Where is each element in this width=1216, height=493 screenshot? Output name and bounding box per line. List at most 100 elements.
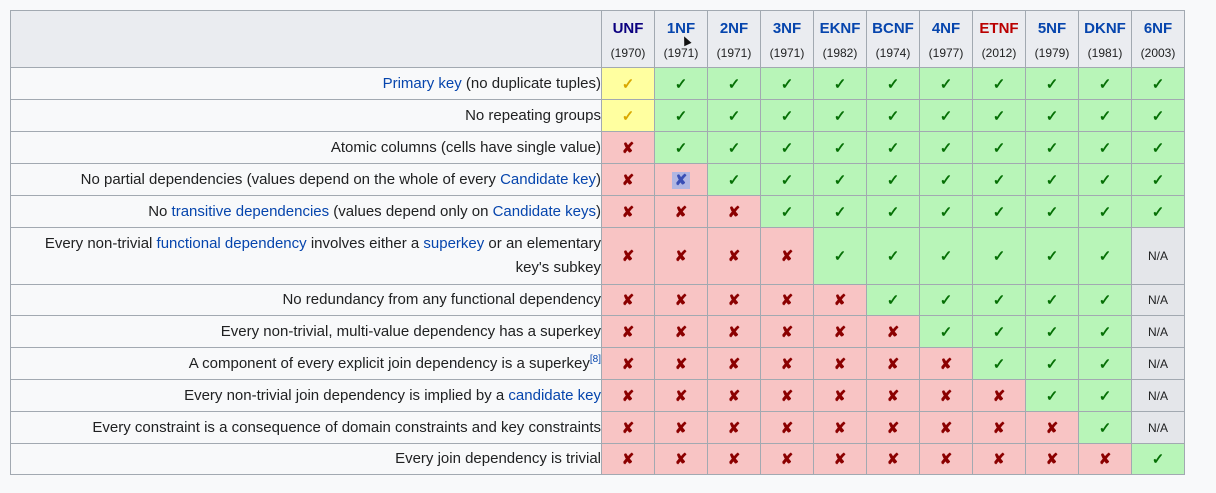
normal-form-link[interactable]: 5NF (1037, 20, 1067, 37)
cell-check-icon: ✓ (866, 284, 920, 316)
normal-form-link[interactable]: 4NF (931, 20, 961, 37)
cell-check-icon: ✓ (866, 67, 920, 100)
cross-icon: ✘ (727, 419, 741, 437)
check-icon: ✓ (1098, 323, 1112, 341)
check-icon: ✓ (1045, 139, 1059, 157)
normal-form-link[interactable]: ETNF (979, 20, 1019, 37)
cell-check-icon: ✓ (972, 315, 1026, 348)
cell-cross-icon: ✘ (601, 443, 655, 475)
check-icon: ✓ (1098, 292, 1112, 309)
wiki-link[interactable]: functional dependency (156, 235, 307, 252)
check-icon: ✓ (1151, 139, 1165, 157)
check-icon: ✓ (1045, 355, 1059, 373)
row-label: No transitive dependencies (values depen… (10, 195, 602, 228)
cross-icon: ✘ (939, 387, 953, 405)
cell-check-icon: ✓ (1078, 227, 1132, 285)
citation-link[interactable]: [8] (589, 353, 601, 365)
table-row: Every constraint is a consequence of dom… (10, 411, 1185, 444)
cell-cross-icon: ✘ (972, 411, 1026, 444)
label-text: or an elementary key's subkey (484, 235, 601, 276)
cell-check-icon: ✓ (866, 195, 920, 228)
cross-icon: ✘ (833, 419, 847, 437)
wiki-link[interactable]: superkey (423, 235, 485, 252)
cell-check-icon: ✓ (1078, 163, 1132, 196)
cross-icon: ✘ (621, 451, 635, 468)
check-icon: ✓ (780, 107, 794, 125)
check-icon: ✓ (939, 203, 953, 221)
cell-check-icon: ✓ (707, 131, 761, 164)
check-icon: ✓ (1098, 355, 1112, 373)
column-header-2nf: 2NF (1971) (707, 10, 761, 68)
table-row: Atomic columns (cells have single value)… (10, 131, 1185, 164)
cross-icon: ✘ (674, 323, 688, 341)
cell-cross-icon: ✘ (601, 195, 655, 228)
cell-check-icon: ✓ (1131, 443, 1185, 475)
label-text: Atomic columns (cells have single value) (330, 138, 601, 156)
check-icon: ✓ (1098, 107, 1112, 125)
cell-check-icon: ✓ (760, 99, 814, 132)
wiki-link[interactable]: Candidate keys (492, 202, 596, 220)
check-icon: ✓ (621, 107, 635, 125)
column-header-3nf: 3NF (1971) (760, 10, 814, 68)
normal-form-link[interactable]: BCNF (872, 20, 914, 37)
check-icon: ✓ (1151, 451, 1165, 468)
column-header-dknf: DKNF (1981) (1078, 10, 1132, 68)
cell-check-icon: ✓ (1078, 411, 1132, 444)
check-icon: ✓ (674, 139, 688, 157)
normal-form-link[interactable]: 6NF (1143, 20, 1173, 37)
cell-check-icon: ✓ (1025, 347, 1079, 380)
normal-form-link[interactable]: DKNF (1084, 20, 1126, 37)
cell-check-icon: ✓ (601, 67, 655, 100)
check-icon: ✓ (992, 107, 1006, 125)
check-icon: ✓ (674, 75, 688, 93)
normal-form-link[interactable]: 2NF (719, 20, 749, 37)
check-icon: ✓ (992, 75, 1006, 93)
cell-na-label: N/A (1131, 315, 1185, 348)
cross-icon: ✘ (727, 323, 741, 341)
cell-cross-icon: ✘ (813, 411, 867, 444)
cell-cross-icon: ✘ (654, 315, 708, 348)
label-text: Every non-trivial, multi-value dependenc… (220, 322, 601, 340)
cell-check-icon: ✓ (919, 67, 973, 100)
table-row: Every non-trivial functional dependency … (10, 227, 1185, 285)
wiki-link[interactable]: Candidate key (500, 170, 596, 188)
check-icon: ✓ (992, 292, 1006, 309)
normal-form-link[interactable]: 1NF (666, 20, 696, 37)
cell-cross-icon: ✘ (654, 195, 708, 228)
normal-form-year: (2003) (1140, 46, 1176, 60)
check-icon: ✓ (727, 75, 741, 93)
cell-check-icon: ✓ (1131, 195, 1185, 228)
cell-check-icon: ✓ (919, 99, 973, 132)
wiki-link[interactable]: Primary key (382, 74, 462, 92)
wiki-link[interactable]: candidate key (508, 386, 601, 404)
cell-cross-icon: ✘ (1078, 443, 1132, 475)
cell-check-icon: ✓ (919, 284, 973, 316)
cross-icon: ✘ (1045, 451, 1059, 468)
cell-check-icon: ✓ (813, 99, 867, 132)
cross-icon: ✘ (886, 355, 900, 373)
cell-check-icon: ✓ (1131, 131, 1185, 164)
cell-check-icon: ✓ (972, 284, 1026, 316)
cell-check-icon: ✓ (654, 67, 708, 100)
check-icon: ✓ (939, 248, 953, 265)
na-label: N/A (1147, 356, 1168, 371)
row-label: Primary key (no duplicate tuples) (10, 67, 602, 100)
normal-form-year: (1981) (1087, 46, 1123, 60)
column-header-6nf: 6NF (2003) (1131, 10, 1185, 68)
check-icon: ✓ (992, 355, 1006, 373)
normal-form-link[interactable]: UNF (612, 20, 644, 37)
normal-form-link[interactable]: 3NF (772, 20, 802, 37)
table-row: No redundancy from any functional depend… (10, 284, 1185, 316)
cross-icon: ✘ (833, 323, 847, 341)
cell-check-icon: ✓ (813, 195, 867, 228)
cell-cross-icon: ✘ (813, 379, 867, 412)
cell-check-icon: ✓ (1131, 163, 1185, 196)
label-text: Every non-trivial (44, 235, 157, 252)
check-icon: ✓ (1045, 323, 1059, 341)
cell-cross-icon: ✘ (654, 347, 708, 380)
check-icon: ✓ (1045, 203, 1059, 221)
wiki-link[interactable]: transitive dependencies (171, 202, 330, 220)
cell-cross-icon: ✘ (919, 443, 973, 475)
cross-icon: ✘ (833, 292, 847, 309)
normal-form-link[interactable]: EKNF (819, 20, 861, 37)
